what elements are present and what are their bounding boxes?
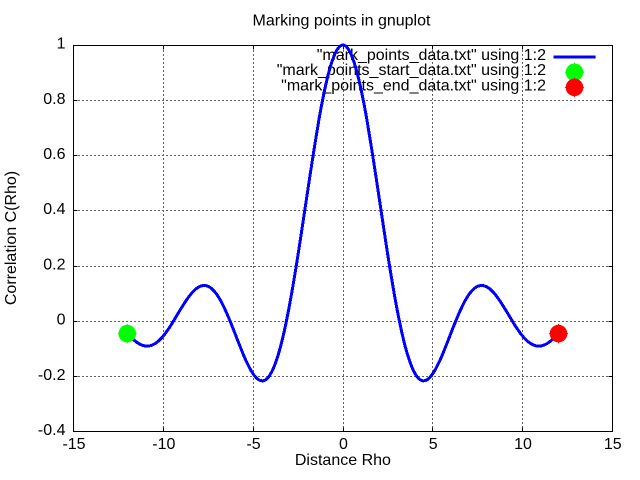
svg-text:1: 1 — [57, 36, 66, 53]
svg-text:"mark_points_end_data.txt" usi: "mark_points_end_data.txt" using 1:2 — [281, 77, 546, 94]
svg-text:Distance Rho: Distance Rho — [295, 452, 391, 469]
svg-text:0: 0 — [339, 436, 348, 453]
svg-text:-5: -5 — [246, 436, 260, 453]
svg-text:0: 0 — [57, 312, 66, 329]
svg-text:"mark_points_start_data.txt" u: "mark_points_start_data.txt" using 1:2 — [277, 62, 546, 79]
svg-text:Marking points in gnuplot: Marking points in gnuplot — [253, 13, 431, 30]
svg-text:Correlation C(Rho): Correlation C(Rho) — [3, 171, 20, 305]
svg-text:-0.4: -0.4 — [38, 422, 66, 439]
svg-text:"mark_points_data.txt" using 1: "mark_points_data.txt" using 1:2 — [317, 47, 546, 64]
svg-text:15: 15 — [604, 436, 622, 453]
svg-text:-10: -10 — [152, 436, 175, 453]
svg-text:-15: -15 — [62, 436, 85, 453]
svg-text:0.4: 0.4 — [43, 201, 65, 218]
svg-text:5: 5 — [429, 436, 438, 453]
svg-text:0.6: 0.6 — [43, 146, 65, 163]
svg-text:-0.2: -0.2 — [38, 367, 66, 384]
svg-text:0.2: 0.2 — [43, 256, 65, 273]
svg-text:10: 10 — [514, 436, 532, 453]
svg-text:0.8: 0.8 — [43, 91, 65, 108]
